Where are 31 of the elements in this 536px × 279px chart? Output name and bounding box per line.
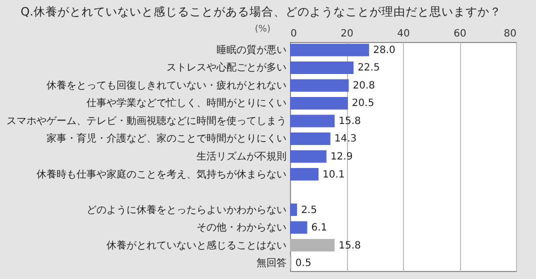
y-tick-label: 無回答 <box>256 257 286 270</box>
x-tick-label: 0 <box>290 28 297 40</box>
x-tick-label: 20 <box>340 28 354 40</box>
data-label: 15.8 <box>338 116 361 127</box>
data-label: 12.9 <box>330 152 353 162</box>
data-label: 10.1 <box>322 169 345 180</box>
data-label: 28.0 <box>373 44 396 56</box>
chart-title: Q.休養がとれていないと感じることがある場合、どのようなことが理由だと思いますか？ <box>20 4 502 18</box>
y-tick-label: 家事・育児・介護など、家のことで時間がとりにくい <box>46 132 286 145</box>
data-label: 22.5 <box>358 62 380 74</box>
y-tick-label: 睡眠の質が悪い <box>216 44 286 56</box>
y-tick-label: 仕事や学業などで忙しく、時間がとりにくい <box>86 97 286 110</box>
data-label: 20.8 <box>352 80 376 92</box>
y-tick-label: その他・わからない <box>196 222 286 234</box>
y-tick-label: ストレスや心配ごとが多い <box>166 62 286 74</box>
x-tick-label: 40 <box>397 28 410 40</box>
data-label: 15.8 <box>338 240 361 252</box>
y-tick-label: どのように休養をとったらよいかわからない <box>86 204 286 216</box>
data-label: 14.3 <box>334 134 357 145</box>
data-label: 6.1 <box>311 222 328 234</box>
y-tick-label: 生活リズムが不規則 <box>196 150 286 162</box>
data-label: 0.5 <box>295 258 312 270</box>
x-axis-title: (%) <box>254 24 270 34</box>
y-tick-label: 休養をとっても回復しきれていない・疲れがとれない <box>46 79 286 92</box>
x-tick-label: 80 <box>504 28 516 40</box>
y-tick-label: 休養がとれていないと感じることはない <box>106 239 286 252</box>
y-tick-label: スマホやゲーム、テレビ・動画視聴などに時間を使ってしまう <box>6 114 286 127</box>
x-tick-label: 60 <box>454 28 466 40</box>
data-label: 20.5 <box>352 98 374 110</box>
data-label: 2.5 <box>301 204 317 216</box>
y-tick-label: 休養時も仕事や家庭のことを考え、気持ちが休まらない <box>36 168 286 180</box>
